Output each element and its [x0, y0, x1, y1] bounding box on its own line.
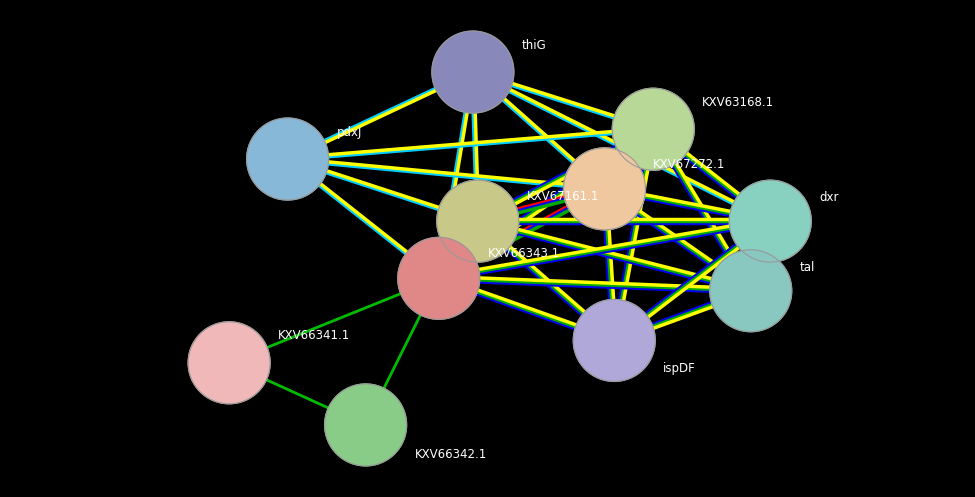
Text: KXV67272.1: KXV67272.1 [653, 158, 725, 171]
Ellipse shape [247, 118, 329, 200]
Text: KXV66343.1: KXV66343.1 [488, 248, 560, 260]
Ellipse shape [573, 300, 655, 381]
Text: thiG: thiG [522, 39, 546, 52]
Ellipse shape [188, 322, 270, 404]
Text: dxr: dxr [819, 191, 838, 204]
Text: KXV66341.1: KXV66341.1 [278, 330, 350, 342]
Ellipse shape [325, 384, 407, 466]
Ellipse shape [612, 88, 694, 170]
Ellipse shape [729, 180, 811, 262]
Text: KXV66342.1: KXV66342.1 [414, 448, 487, 461]
Text: KXV67161.1: KXV67161.1 [526, 190, 599, 203]
Ellipse shape [437, 180, 519, 262]
Text: tal: tal [800, 261, 815, 274]
Ellipse shape [432, 31, 514, 113]
Text: KXV63168.1: KXV63168.1 [702, 96, 774, 109]
Ellipse shape [564, 148, 645, 230]
Text: ispDF: ispDF [663, 362, 696, 375]
Text: pdxJ: pdxJ [336, 126, 362, 139]
Ellipse shape [710, 250, 792, 331]
Ellipse shape [398, 238, 480, 319]
